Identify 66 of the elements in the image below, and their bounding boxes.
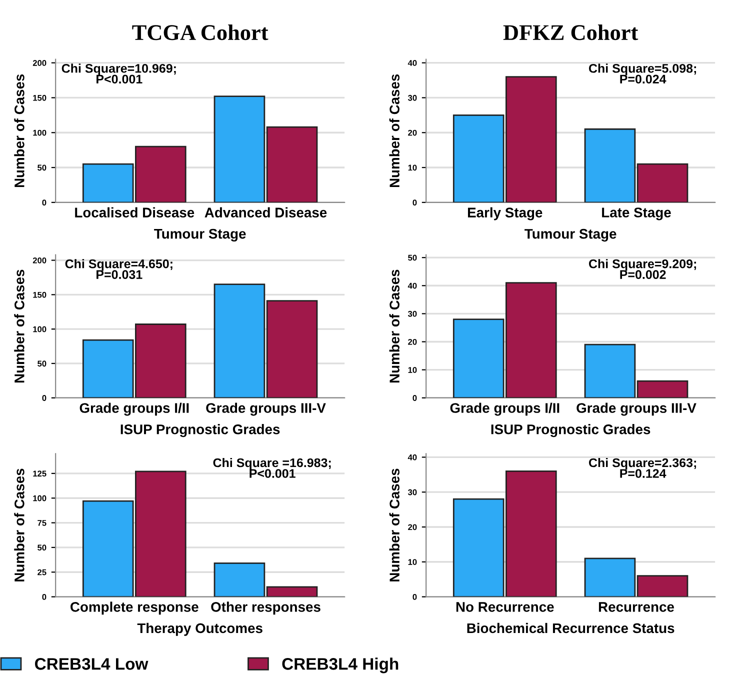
annotation: Chi Square=5.098; P=0.024 xyxy=(588,64,696,84)
x-tick-label: Advanced Disease xyxy=(204,207,327,218)
x-tick-label: Grade groups III-V xyxy=(206,402,326,416)
x-tick-label: Recurrence xyxy=(598,602,674,612)
x-tick-label: Localised Disease xyxy=(75,207,194,218)
x-tick-label: Complete response xyxy=(70,602,198,615)
y-tick-label: 200 xyxy=(32,257,46,264)
x-tick-label: Early Stage xyxy=(468,207,542,220)
x-axis-title: Tumour Stage xyxy=(524,228,616,242)
x-tick-label: Other responses xyxy=(211,602,320,615)
y-tick-label: 40 xyxy=(408,60,417,66)
y-tick-label: 30 xyxy=(408,310,417,317)
y-axis-title: Number of Cases xyxy=(14,468,24,582)
annotation: Chi Square=10.969; P<0.001 xyxy=(62,64,176,84)
x-tick-label: Grade groups I/II xyxy=(450,402,560,416)
x-axis-title: Tumour Stage xyxy=(154,228,246,242)
chart-title: TCGA Cohort xyxy=(132,24,268,40)
x-axis-title: Biochemical Recurrence Status xyxy=(467,622,674,634)
y-tick-label: 100 xyxy=(33,495,46,502)
y-tick-label: 75 xyxy=(38,520,46,526)
y-tick-label: 20 xyxy=(408,524,417,530)
y-tick-label: 0 xyxy=(412,594,417,600)
y-tick-label: 10 xyxy=(408,164,417,171)
y-tick-label: 50 xyxy=(38,360,46,367)
y-tick-label: 20 xyxy=(408,130,417,136)
x-axis-title: ISUP Prognostic Grades xyxy=(120,424,280,438)
y-axis-title: Number of Cases xyxy=(14,74,24,188)
y-tick-label: 0 xyxy=(42,200,46,206)
annotation: Chi Square=9.209; P=0.002 xyxy=(588,259,696,279)
y-axis-title: Number of Cases xyxy=(389,468,400,582)
annotation: Chi Square =16.983; P<0.001 xyxy=(213,458,331,478)
y-tick-label: 40 xyxy=(408,454,417,460)
annotation: Chi Square=4.650; P=0.031 xyxy=(65,259,172,280)
y-tick-label: 20 xyxy=(408,338,417,345)
y-tick-label: 100 xyxy=(33,326,46,332)
x-tick-label: Grade groups III-V xyxy=(576,402,696,416)
x-tick-label: No Recurrence xyxy=(456,602,554,612)
y-tick-label: 0 xyxy=(42,594,46,600)
y-tick-label: 30 xyxy=(408,94,417,101)
y-tick-label: 150 xyxy=(33,292,46,298)
x-tick-label: Late Stage xyxy=(602,208,671,220)
y-tick-label: 50 xyxy=(38,164,46,171)
y-tick-label: 125 xyxy=(33,470,46,477)
y-tick-label: 0 xyxy=(42,395,46,401)
y-tick-label: 40 xyxy=(408,282,417,289)
y-axis-title: Number of Cases xyxy=(389,74,400,188)
y-axis-title: Number of Cases xyxy=(389,270,400,382)
y-tick-label: 0 xyxy=(412,200,417,206)
x-tick-label: Grade groups I/II xyxy=(80,402,189,416)
y-tick-label: 0 xyxy=(412,395,417,401)
y-tick-label: 25 xyxy=(38,569,46,576)
y-tick-label: 50 xyxy=(408,254,417,261)
x-axis-title: Therapy Outcomes xyxy=(137,622,262,636)
annotation: Chi Square=2.363; P=0.124 xyxy=(588,458,696,478)
y-tick-label: 200 xyxy=(32,60,46,66)
y-tick-label: 100 xyxy=(33,130,46,136)
y-axis-title: Number of Cases xyxy=(14,270,24,382)
y-tick-label: 50 xyxy=(38,544,46,551)
chart-title: DFKZ Cohort xyxy=(503,24,638,40)
legend-label: CREB3L4 High xyxy=(282,658,398,674)
y-tick-label: 30 xyxy=(408,489,417,496)
y-tick-label: 10 xyxy=(408,559,417,565)
y-tick-label: 150 xyxy=(33,94,46,101)
y-tick-label: 10 xyxy=(408,367,417,373)
x-axis-title: ISUP Prognostic Grades xyxy=(491,424,650,438)
legend-label: CREB3L4 Low xyxy=(35,658,148,670)
